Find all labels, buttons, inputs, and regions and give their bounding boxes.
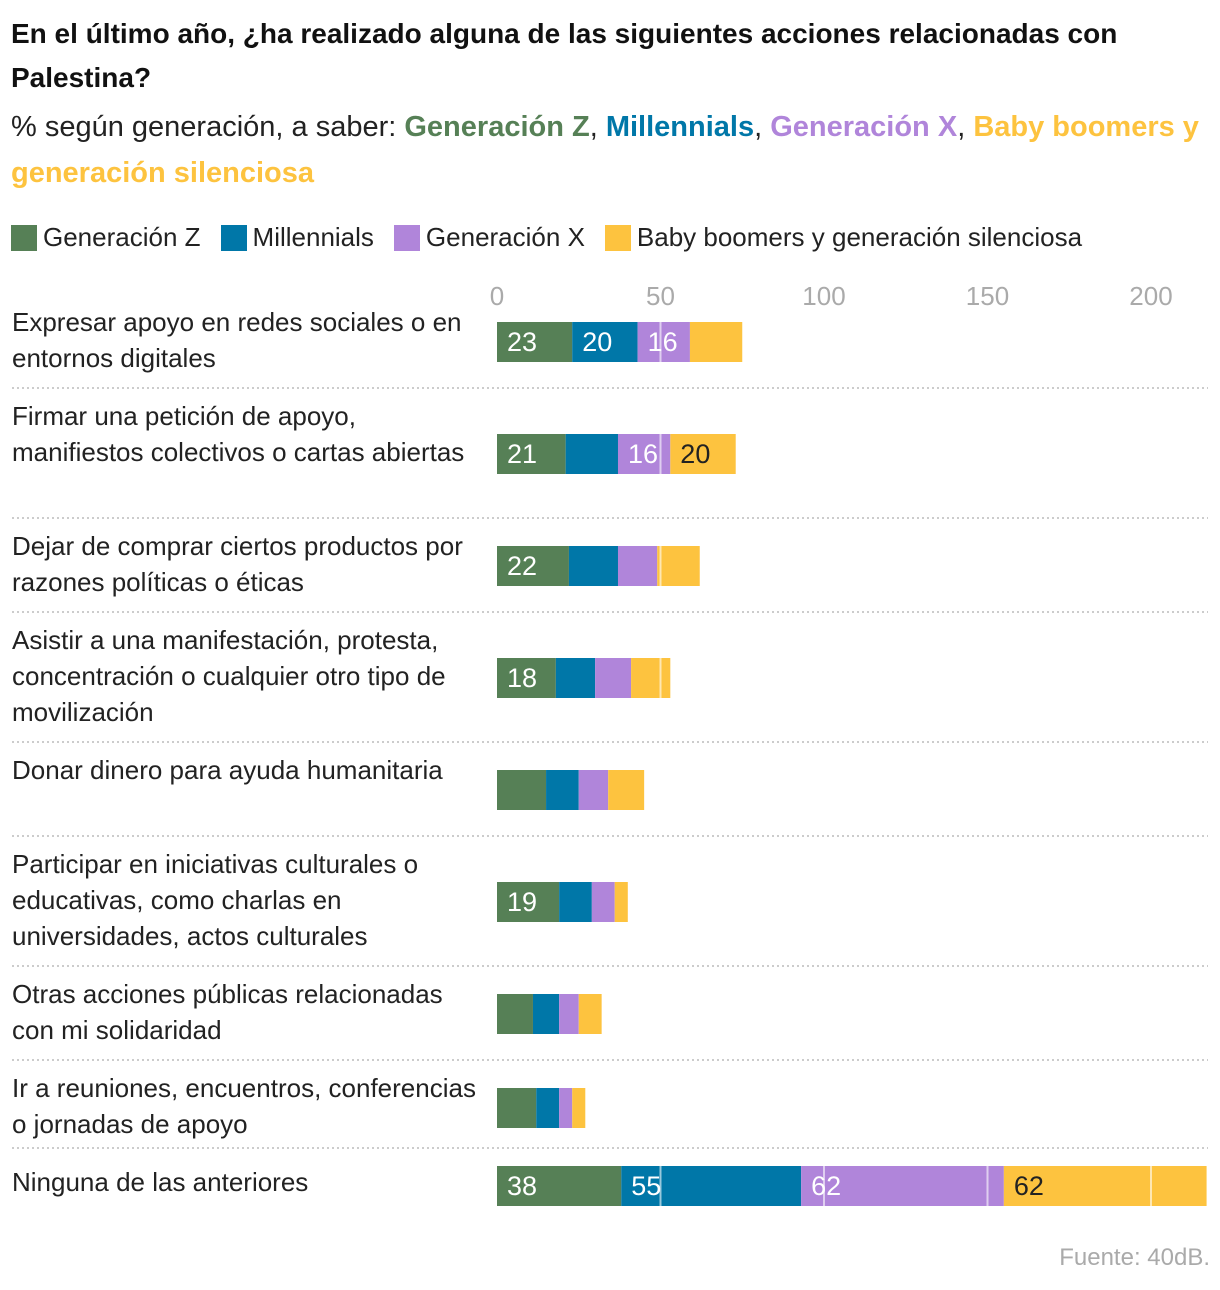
bar-segment (631, 658, 671, 698)
bar-segment (565, 434, 618, 474)
data-label: 62 (811, 1171, 841, 1201)
bar-segment (497, 1088, 537, 1128)
data-label: 18 (507, 663, 537, 693)
bar-segment (670, 434, 736, 474)
data-label: 38 (507, 1171, 537, 1201)
legend-swatch (11, 224, 37, 251)
data-label: 16 (628, 439, 658, 469)
bar-segment (617, 546, 658, 586)
category-label: Participar en iniciativas culturales o e… (12, 849, 419, 951)
source-note: Fuente: 40dB. (1059, 1244, 1210, 1271)
subtitle-series-name: Generación Z (404, 111, 590, 143)
category-label: Expresar apoyo en redes sociales o en en… (12, 307, 462, 373)
bar-segment (536, 1088, 560, 1128)
data-label: 55 (631, 1171, 661, 1201)
bar-segment (578, 770, 609, 810)
data-label: 20 (582, 327, 612, 357)
bar-segment (497, 322, 573, 362)
legend-label: Generación X (425, 222, 585, 252)
bar-segment (801, 1166, 1004, 1206)
bar-segment (546, 770, 579, 810)
bar-segment (497, 1166, 622, 1206)
subtitle-series-name: Generación X (770, 111, 958, 143)
bar-segment (595, 658, 632, 698)
bar-segment (559, 882, 592, 922)
x-tick-label: 200 (1129, 281, 1172, 311)
data-label: 23 (507, 327, 537, 357)
legend-item: Generación X (393, 222, 585, 253)
bar-segment (689, 322, 743, 362)
legend-label: Millennials (252, 222, 374, 252)
legend-label: Generación Z (43, 222, 201, 252)
category-label: Asistir a una manifestación, protesta, c… (12, 625, 446, 727)
category-label: Donar dinero para ayuda humanitaria (12, 755, 443, 785)
bar-segment (591, 882, 615, 922)
data-label: 22 (507, 551, 537, 581)
bar-segment (559, 1088, 573, 1128)
bar-segment (637, 322, 690, 362)
data-label: 20 (680, 439, 710, 469)
data-label: 16 (648, 327, 678, 357)
legend-swatch (220, 224, 247, 251)
x-tick-label: 0 (490, 281, 504, 311)
bar-segment (621, 1166, 802, 1206)
chart-title: En el último año, ¿ha realizado alguna d… (11, 18, 1118, 93)
category-label: Ir a reuniones, encuentros, conferencias… (12, 1073, 476, 1139)
bar-segment (497, 434, 566, 474)
bar-segment (497, 770, 547, 810)
bar-segment (568, 546, 618, 586)
x-tick-label: 50 (646, 281, 675, 311)
bar-segment (532, 994, 560, 1034)
legend-item: Baby boomers y generación silenciosa (604, 222, 1083, 253)
x-tick-label: 150 (966, 281, 1009, 311)
legend-item: Generación Z (11, 222, 201, 253)
category-label: Dejar de comprar ciertos productos por r… (12, 531, 463, 597)
legend-swatch (393, 224, 420, 251)
bar-segment (578, 994, 602, 1034)
bar-segment (555, 658, 596, 698)
bar-segment (657, 546, 700, 586)
legend-item: Millennials (220, 222, 374, 253)
bar-segment (497, 882, 560, 922)
bar-segment (559, 994, 579, 1034)
data-label: 62 (1014, 1171, 1044, 1201)
chart-subtitle: % según generación, a saber: Generación … (11, 111, 1199, 189)
category-label: Firmar una petición de apoyo, manifiesto… (12, 401, 465, 467)
bar-segment (572, 322, 638, 362)
bar-segment (572, 1088, 586, 1128)
bar-segment (497, 658, 556, 698)
bar-segment (497, 546, 569, 586)
bar-segment (614, 882, 628, 922)
data-label: 19 (507, 887, 537, 917)
bar-segment (608, 770, 645, 810)
bar-segment (497, 994, 533, 1034)
bar-segment (1003, 1166, 1207, 1206)
legend: Generación Z Millennials Generación X Baby … (11, 222, 1082, 253)
category-label: Otras acciones públicas relacionadas con… (12, 979, 443, 1045)
bar-segment (617, 434, 671, 474)
x-tick-label: 100 (802, 281, 845, 311)
legend-swatch (604, 224, 631, 251)
legend-label: Baby boomers y generación silenciosa (636, 222, 1083, 252)
category-label: Ninguna de las anteriores (12, 1167, 309, 1197)
subtitle-series-name: Millennials (605, 111, 755, 143)
data-label: 21 (507, 439, 537, 469)
subtitle-series-name: Baby boomers y generación silenciosa (11, 111, 1199, 189)
